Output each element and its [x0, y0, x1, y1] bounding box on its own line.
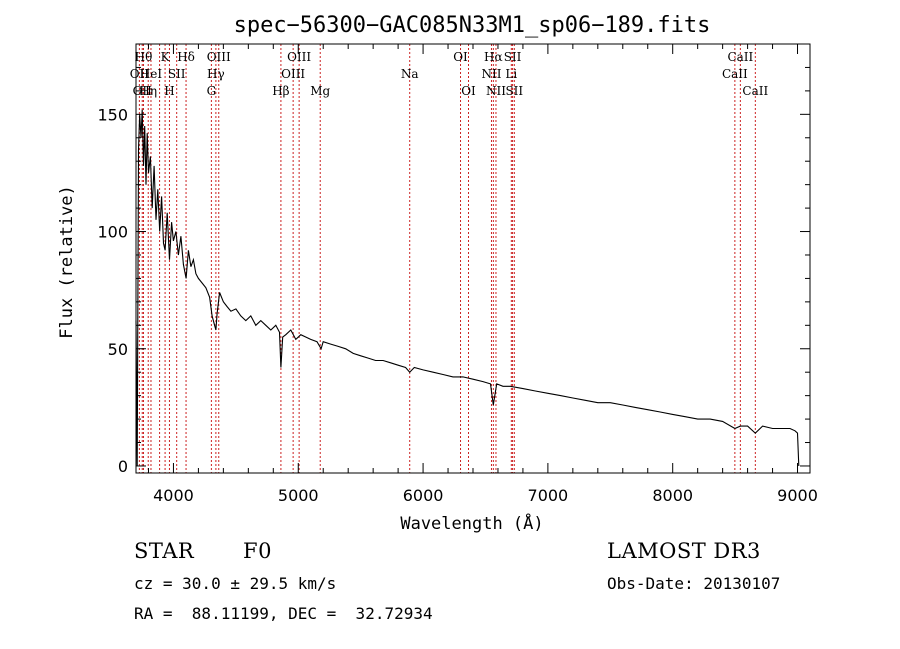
line-marker-label: Hδ [177, 50, 195, 64]
line-marker-label: OIII [281, 67, 305, 81]
line-marker-label: Na [401, 67, 419, 81]
line-marker-label: Mg [310, 84, 330, 98]
plot-frame [135, 43, 811, 474]
line-marker-label: OII [130, 67, 150, 81]
x-axis-label: Wavelength (Å) [400, 512, 543, 534]
line-marker-label: H [164, 84, 174, 98]
line-marker-label: K [161, 50, 171, 64]
line-marker-label: SII [168, 67, 186, 81]
object-class: STAR [134, 539, 195, 563]
line-marker-label: OII [133, 84, 153, 98]
line-marker-label: CaII [722, 67, 748, 81]
spectrum-line [135, 109, 800, 467]
x-tick-label: 9000 [777, 486, 818, 505]
spectral-subclass: F0 [243, 539, 272, 563]
line-marker-label: Hα [484, 50, 503, 64]
x-tick-label: 5000 [278, 486, 319, 505]
line-marker-label: HeI [140, 67, 163, 81]
y-tick-label: 0 [118, 457, 128, 476]
line-markers [138, 44, 756, 473]
x-axis-ticks: 4000 5000 6000 7000 8000 9000 [147, 44, 818, 505]
y-tick-label: 150 [97, 105, 128, 124]
y-axis-label: Flux (relative) [57, 185, 77, 339]
line-marker-label: OI [461, 84, 476, 98]
line-marker-labels: OII OII Hθ Hη HeI K H SII Hδ G Hγ OIII Hβ OIII OIII Mg N… [130, 50, 769, 98]
line-marker-label: NII [481, 67, 501, 81]
line-marker-label: G [207, 84, 217, 98]
y-tick-label: 50 [108, 340, 128, 359]
redshift-text: cz = 30.0 ± 29.5 km/s [134, 574, 337, 593]
coordinates: RA = 88.11199, DEC = 32.72934 [134, 604, 433, 623]
y-tick-label: 100 [97, 223, 128, 242]
line-marker-label: Li [505, 67, 517, 81]
line-marker-label: Hγ [207, 67, 225, 81]
line-marker-label: SII [504, 50, 522, 64]
line-marker-label: OIII [207, 50, 231, 64]
line-marker-label: CaII [742, 84, 768, 98]
line-marker-label: NII [486, 84, 506, 98]
line-marker-label: Hθ [135, 50, 153, 64]
x-tick-label: 8000 [652, 486, 693, 505]
line-marker-label: Hβ [272, 84, 289, 98]
line-marker-label: CaII [727, 50, 753, 64]
line-marker-label: OI [453, 50, 468, 64]
obs-date: Obs-Date: 20130107 [607, 574, 781, 593]
line-marker-label: OIII [287, 50, 311, 64]
x-tick-label: 4000 [153, 486, 194, 505]
line-marker-label: SII [505, 84, 523, 98]
x-tick-label: 7000 [528, 486, 569, 505]
line-marker-label: Hη [139, 84, 157, 98]
y-axis-ticks: 0 50 100 150 [97, 66, 810, 476]
x-tick-label: 6000 [403, 486, 444, 505]
survey-name: LAMOST DR3 [607, 539, 761, 563]
chart-title: spec−56300−GAC085N33M1_sp06−189.fits [234, 13, 711, 38]
